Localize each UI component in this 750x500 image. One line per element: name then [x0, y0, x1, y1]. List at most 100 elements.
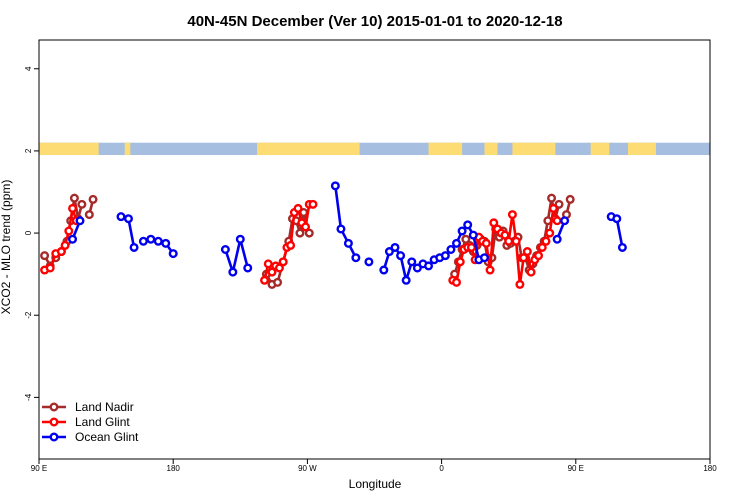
data-point: [565, 194, 575, 204]
data-point: [612, 214, 622, 224]
data-point: [60, 240, 70, 250]
y-tick-label: -2: [24, 311, 33, 319]
data-point: [481, 238, 491, 248]
land-band-segment: [512, 142, 556, 156]
data-point: [364, 257, 374, 267]
data-point: [617, 242, 627, 252]
data-point: [507, 210, 517, 220]
data-point: [552, 234, 562, 244]
data-point: [545, 228, 555, 238]
x-tick-label: 90 W: [298, 464, 317, 473]
data-point: [274, 263, 284, 273]
data-point: [77, 199, 87, 209]
legend-marker: [49, 417, 59, 427]
data-point: [452, 238, 462, 248]
plot-frame: [38, 39, 711, 460]
data-point: [278, 257, 288, 267]
legend-marker: [49, 432, 59, 442]
y-axis-label: XCO2 - MLO trend (ppm): [0, 180, 13, 315]
data-point: [560, 216, 570, 226]
data-point: [64, 226, 74, 236]
data-point: [500, 230, 510, 240]
data-point: [129, 242, 139, 252]
data-point: [301, 222, 311, 232]
data-point: [424, 261, 434, 271]
legend-label: Ocean Glint: [75, 430, 139, 444]
data-point: [522, 247, 532, 257]
data-point: [401, 275, 411, 285]
data-point: [138, 236, 148, 246]
data-point: [455, 257, 465, 267]
land-band-segment: [627, 142, 656, 156]
data-point: [504, 236, 514, 246]
data-point: [273, 277, 283, 287]
y-tick-label: 4: [24, 66, 33, 71]
data-point: [69, 193, 79, 203]
data-point: [68, 203, 78, 213]
data-point: [511, 236, 521, 246]
data-point: [548, 203, 558, 213]
data-point: [243, 263, 253, 273]
data-point: [463, 220, 473, 230]
land-band-segment: [590, 142, 610, 156]
chart-title: 40N-45N December (Ver 10) 2015-01-01 to …: [187, 13, 562, 30]
data-point: [260, 275, 270, 285]
data-point: [267, 267, 277, 277]
data-point: [295, 228, 305, 238]
data-point: [123, 214, 133, 224]
data-point: [489, 218, 499, 228]
data-point: [40, 251, 50, 261]
legend-marker: [49, 402, 59, 412]
x-axis: 90 E 180 90 W 0 90 E 180: [31, 459, 717, 473]
data-point: [379, 265, 389, 275]
x-tick-label: 90 E: [31, 464, 47, 473]
x-tick-label: 90 E: [568, 464, 584, 473]
data-point: [537, 242, 547, 252]
data-point: [554, 199, 564, 209]
data-point: [547, 193, 557, 203]
x-tick-label: 180: [703, 464, 717, 473]
land-band-segment: [428, 142, 463, 156]
land-band-segment: [257, 142, 360, 156]
series-layer: [40, 181, 627, 289]
data-point: [479, 253, 489, 263]
data-point: [45, 263, 55, 273]
series-line: [334, 185, 358, 259]
data-point: [56, 247, 66, 257]
y-tick-label: 0: [24, 230, 33, 235]
data-point: [153, 236, 163, 246]
data-point: [440, 251, 450, 261]
data-point: [146, 234, 156, 244]
land-band-segment: [124, 142, 131, 156]
data-point: [75, 216, 85, 226]
y-axis: -4 -2 0 2 4: [24, 66, 39, 401]
data-point: [390, 242, 400, 252]
data-point: [384, 247, 394, 257]
data-point: [457, 226, 467, 236]
data-point: [293, 203, 303, 213]
data-point: [336, 224, 346, 234]
data-point: [168, 249, 178, 259]
data-point: [468, 230, 478, 240]
data-point: [330, 181, 340, 191]
data-point: [485, 265, 495, 275]
data-point: [396, 251, 406, 261]
data-point: [68, 234, 78, 244]
series-ocean-glint: [68, 181, 627, 285]
data-point: [446, 244, 456, 254]
x-tick-label: 0: [439, 464, 444, 473]
data-point: [286, 240, 296, 250]
series-line: [224, 237, 250, 274]
x-axis-label: Longitude: [349, 477, 402, 491]
data-point: [407, 257, 417, 267]
data-point: [526, 267, 536, 277]
data-point: [88, 194, 98, 204]
data-point: [235, 234, 245, 244]
data-point: [515, 279, 525, 289]
data-point: [541, 236, 551, 246]
data-point: [263, 259, 273, 269]
data-point: [304, 228, 314, 238]
data-point: [412, 263, 422, 273]
data-point: [466, 242, 476, 252]
